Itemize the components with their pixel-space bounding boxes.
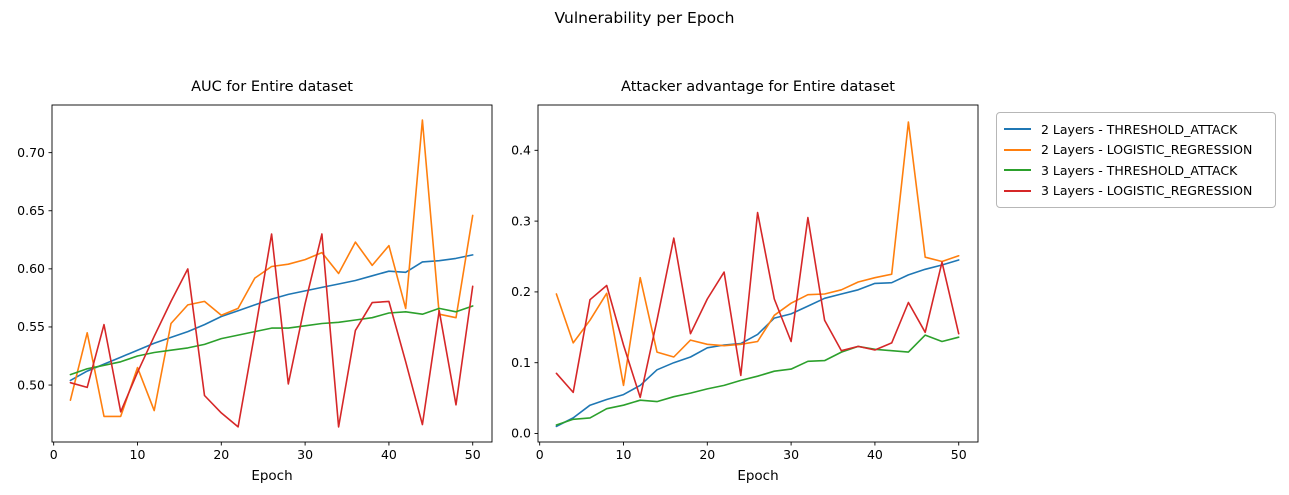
figure-suptitle: Vulnerability per Epoch xyxy=(554,9,735,27)
series-line-3-layers-threshold-attack xyxy=(69,305,474,376)
auc-xaxis-label: Epoch xyxy=(251,468,293,484)
series-line-3-layers-logistic-regression xyxy=(555,211,960,399)
series-line-2-layers-logistic-regression xyxy=(555,121,960,387)
x-tick-label: 10 xyxy=(130,447,146,462)
x-tick-label: 0 xyxy=(50,447,58,462)
series-line-3-layers-threshold-attack xyxy=(555,334,960,426)
legend-row: 3 Layers - THRESHOLD_ATTACK xyxy=(1004,160,1266,181)
y-tick-label: 0.4 xyxy=(511,143,531,158)
legend-row: 2 Layers - LOGISTIC_REGRESSION xyxy=(1004,140,1266,161)
y-tick-label: 0.50 xyxy=(17,377,45,392)
attacker-advantage-chart-title: Attacker advantage for Entire dataset xyxy=(621,79,895,95)
y-tick-label: 0.60 xyxy=(17,261,45,276)
series-line-2-layers-logistic-regression xyxy=(69,119,474,418)
legend-line-swatch-green xyxy=(1004,169,1031,172)
x-tick-label: 40 xyxy=(381,447,397,462)
legend-label: 3 Layers - THRESHOLD_ATTACK xyxy=(1041,162,1238,178)
x-tick-label: 50 xyxy=(465,447,481,462)
x-tick-label: 10 xyxy=(616,447,632,462)
x-tick-label: 20 xyxy=(213,447,229,462)
legend-row: 3 Layers - LOGISTIC_REGRESSION xyxy=(1004,181,1266,202)
auc-chart-title: AUC for Entire dataset xyxy=(191,79,353,95)
y-tick-label: 0.65 xyxy=(17,203,45,218)
x-tick-label: 30 xyxy=(297,447,313,462)
y-tick-label: 0.70 xyxy=(17,145,45,160)
y-tick-label: 0.0 xyxy=(511,426,531,441)
x-tick-label: 30 xyxy=(783,447,799,462)
y-tick-label: 0.1 xyxy=(511,355,531,370)
legend-label: 2 Layers - LOGISTIC_REGRESSION xyxy=(1041,142,1253,158)
series-line-3-layers-logistic-regression xyxy=(69,233,474,428)
y-tick-label: 0.55 xyxy=(17,319,45,334)
x-tick-label: 50 xyxy=(951,447,967,462)
series-line-2-layers-threshold-attack xyxy=(555,259,960,428)
x-tick-label: 20 xyxy=(699,447,715,462)
legend-line-swatch-red xyxy=(1004,189,1031,192)
legend-label: 3 Layers - LOGISTIC_REGRESSION xyxy=(1041,183,1253,199)
legend-line-swatch-blue xyxy=(1004,128,1031,131)
legend-label: 2 Layers - THRESHOLD_ATTACK xyxy=(1041,121,1238,137)
legend-row: 2 Layers - THRESHOLD_ATTACK xyxy=(1004,119,1266,140)
legend-line-swatch-orange xyxy=(1004,148,1031,151)
series-line-2-layers-threshold-attack xyxy=(69,254,474,382)
x-tick-label: 40 xyxy=(867,447,883,462)
legend: 2 Layers - THRESHOLD_ATTACK 2 Layers - L… xyxy=(996,112,1276,208)
y-tick-label: 0.3 xyxy=(511,213,531,228)
x-tick-label: 0 xyxy=(536,447,544,462)
y-tick-label: 0.2 xyxy=(511,284,531,299)
attacker-advantage-xaxis-label: Epoch xyxy=(737,468,779,484)
